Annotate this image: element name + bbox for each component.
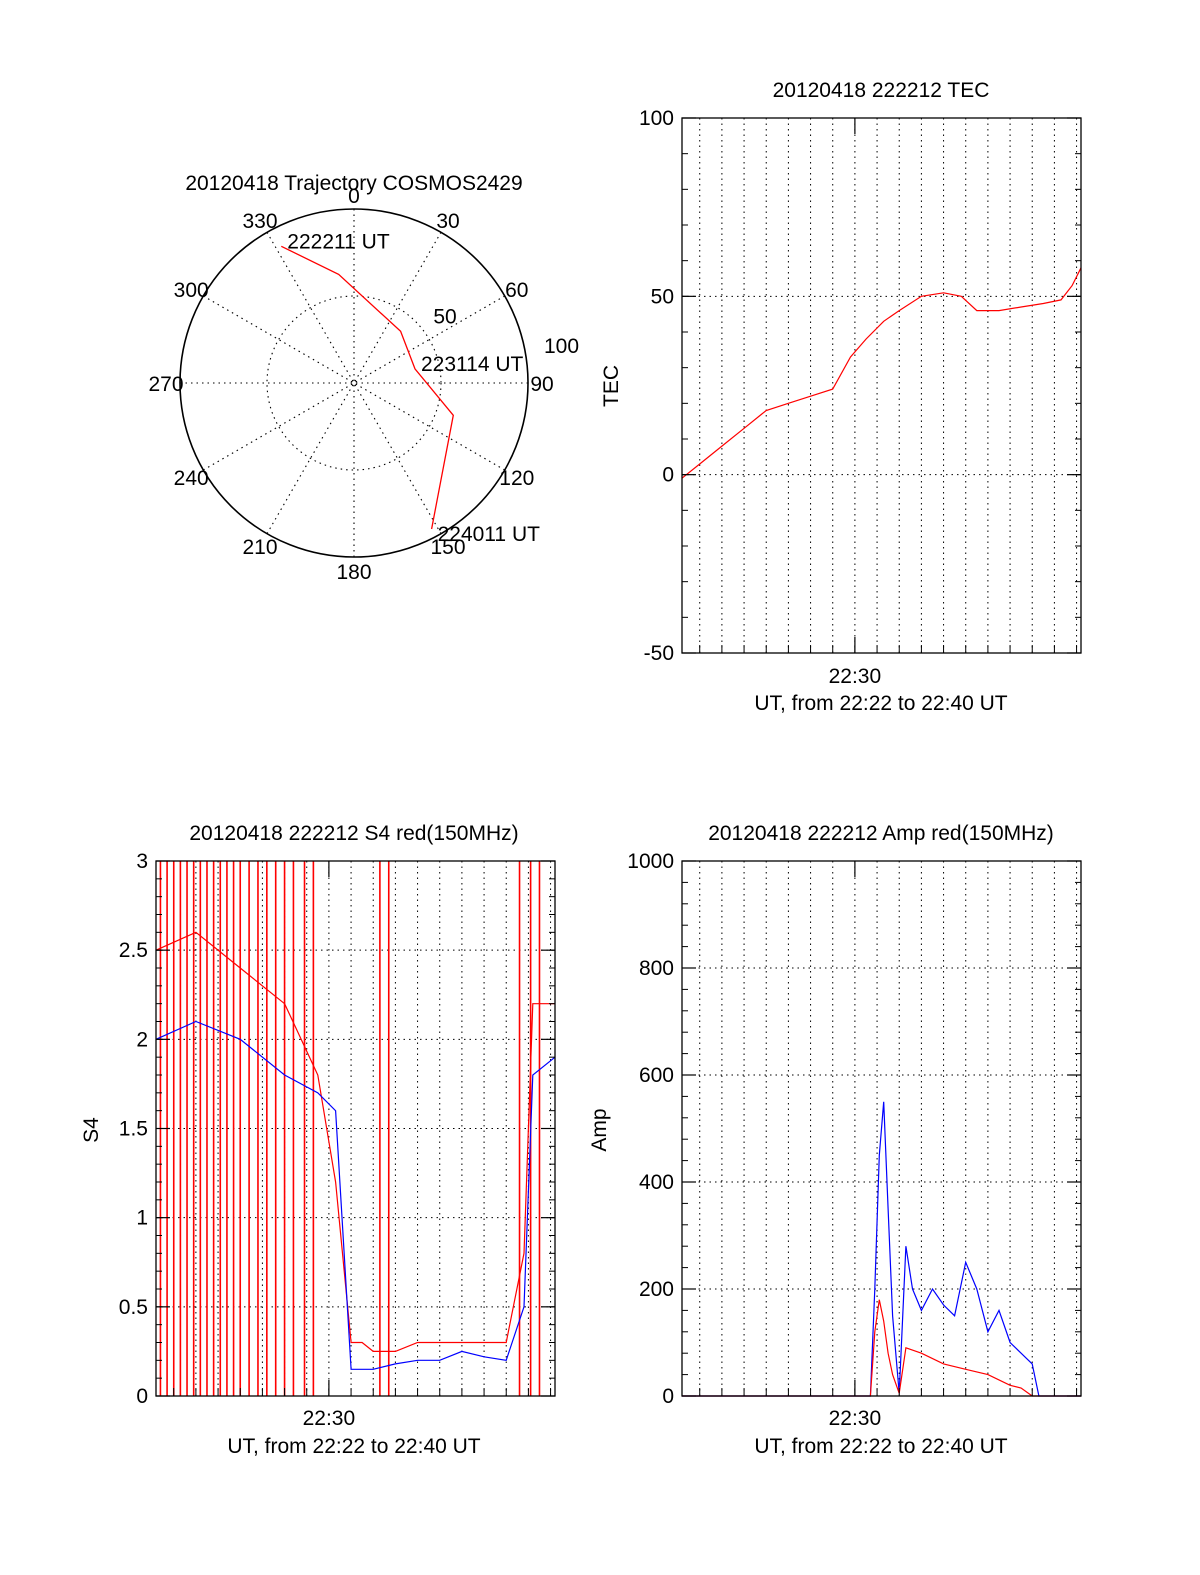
y-tick-label: 2.5 [119,939,148,962]
polar-azimuth-labels: 0 30 60 90 120 150 180 210 240 270 300 330 [148,185,553,584]
polar-grid-spoke [266,232,442,534]
tec-x-axis-label: UT, from 22:22 to 22:40 UT [754,692,1007,715]
s4-grid [156,861,555,1396]
y-tick-label: 2 [136,1028,148,1051]
y-tick-label: 100 [639,107,674,130]
tec-series-line [681,267,1082,479]
y-tick-label: -50 [644,642,674,665]
y-tick-label: 1.5 [119,1118,148,1141]
polar-azimuth-label: 330 [242,210,277,233]
polar-trajectory-line [281,245,454,530]
amp-grid [682,861,1081,1396]
s4-ticks [156,860,555,1397]
y-tick-label: 0 [662,1385,674,1408]
polar-title: 20120418 Trajectory COSMOS2429 [185,172,522,195]
tec-title: 20120418 222212 TEC [773,79,990,102]
polar-azimuth-label: 240 [174,467,209,490]
polar-trajectory-panel: 20120418 Trajectory COSMOS2429 0 30 60 90 12… [148,172,579,584]
trajectory-end-label: 224011 UT [438,523,541,546]
y-tick-label: 600 [639,1064,674,1087]
y-tick-label: 3 [136,850,148,873]
tec-y-tick-labels: -50 0 50 100 [639,107,674,665]
tec-plot-frame [681,117,1082,654]
s4-y-tick-labels: 0 0.5 1 1.5 2 2.5 3 [119,850,148,1408]
polar-azimuth-label: 0 [348,185,360,208]
polar-azimuth-label: 60 [505,279,528,302]
amp-panel: 20120418 222212 Amp red(150MHz) 0 200 400 6… [588,822,1082,1458]
tec-grid [682,118,1081,653]
s4-panel: 20120418 222212 S4 red(150MHz) 0 0.5 1 1.5 2… [80,822,556,1458]
amp-y-axis-label: Amp [588,1108,611,1151]
amp-x-axis-label: UT, from 22:22 to 22:40 UT [754,1435,1007,1458]
y-tick-label: 50 [651,285,674,308]
tec-panel: 20120418 222212 TEC -50 0 50 100 22:30 UT, … [600,79,1082,715]
amp-red-series-line [682,1299,1081,1397]
s4-blue-series-line [155,1020,556,1370]
y-tick-label: 0 [136,1385,148,1408]
y-tick-label: 200 [639,1278,674,1301]
polar-azimuth-label: 150 [430,536,465,559]
polar-azimuth-label: 210 [242,536,277,559]
amp-plot-frame [681,860,1082,1397]
polar-azimuth-label: 30 [436,210,459,233]
y-tick-label: 1 [136,1207,148,1230]
amp-blue-series-line [682,1101,1081,1397]
y-tick-label: 800 [639,957,674,980]
s4-x-tick-label: 22:30 [303,1407,356,1430]
tec-y-axis-label: TEC [600,365,623,407]
trajectory-start-label: 222211 UT [287,230,390,253]
amp-x-tick-label: 22:30 [829,1407,882,1430]
polar-radial-label-100: 100 [544,335,579,358]
y-tick-label: 0.5 [119,1296,148,1319]
polar-outer-ring [179,208,529,558]
tec-ticks [682,117,1081,654]
polar-grid [180,209,528,557]
trajectory-mid-label: 223114 UT [421,353,524,376]
s4-x-axis-label: UT, from 22:22 to 22:40 UT [227,1435,480,1458]
s4-title: 20120418 222212 S4 red(150MHz) [189,822,518,845]
polar-grid-ring [266,295,442,471]
y-tick-label: 0 [662,464,674,487]
polar-azimuth-label: 120 [499,467,534,490]
y-tick-label: 400 [639,1171,674,1194]
y-tick-label: 1000 [627,850,674,873]
polar-grid-spoke [266,232,442,534]
polar-radial-label-50: 50 [433,306,456,329]
polar-azimuth-label: 270 [148,373,183,396]
polar-azimuth-label: 90 [530,373,553,396]
s4-y-axis-label: S4 [80,1117,103,1143]
polar-azimuth-label: 300 [174,279,209,302]
tec-x-tick-label: 22:30 [829,665,882,688]
s4-red-series-line [155,931,555,1352]
amp-ticks [682,860,1081,1397]
amp-y-tick-labels: 0 200 400 600 800 1000 [627,850,674,1408]
amp-title: 20120418 222212 Amp red(150MHz) [708,822,1054,845]
polar-azimuth-label: 180 [336,561,371,584]
